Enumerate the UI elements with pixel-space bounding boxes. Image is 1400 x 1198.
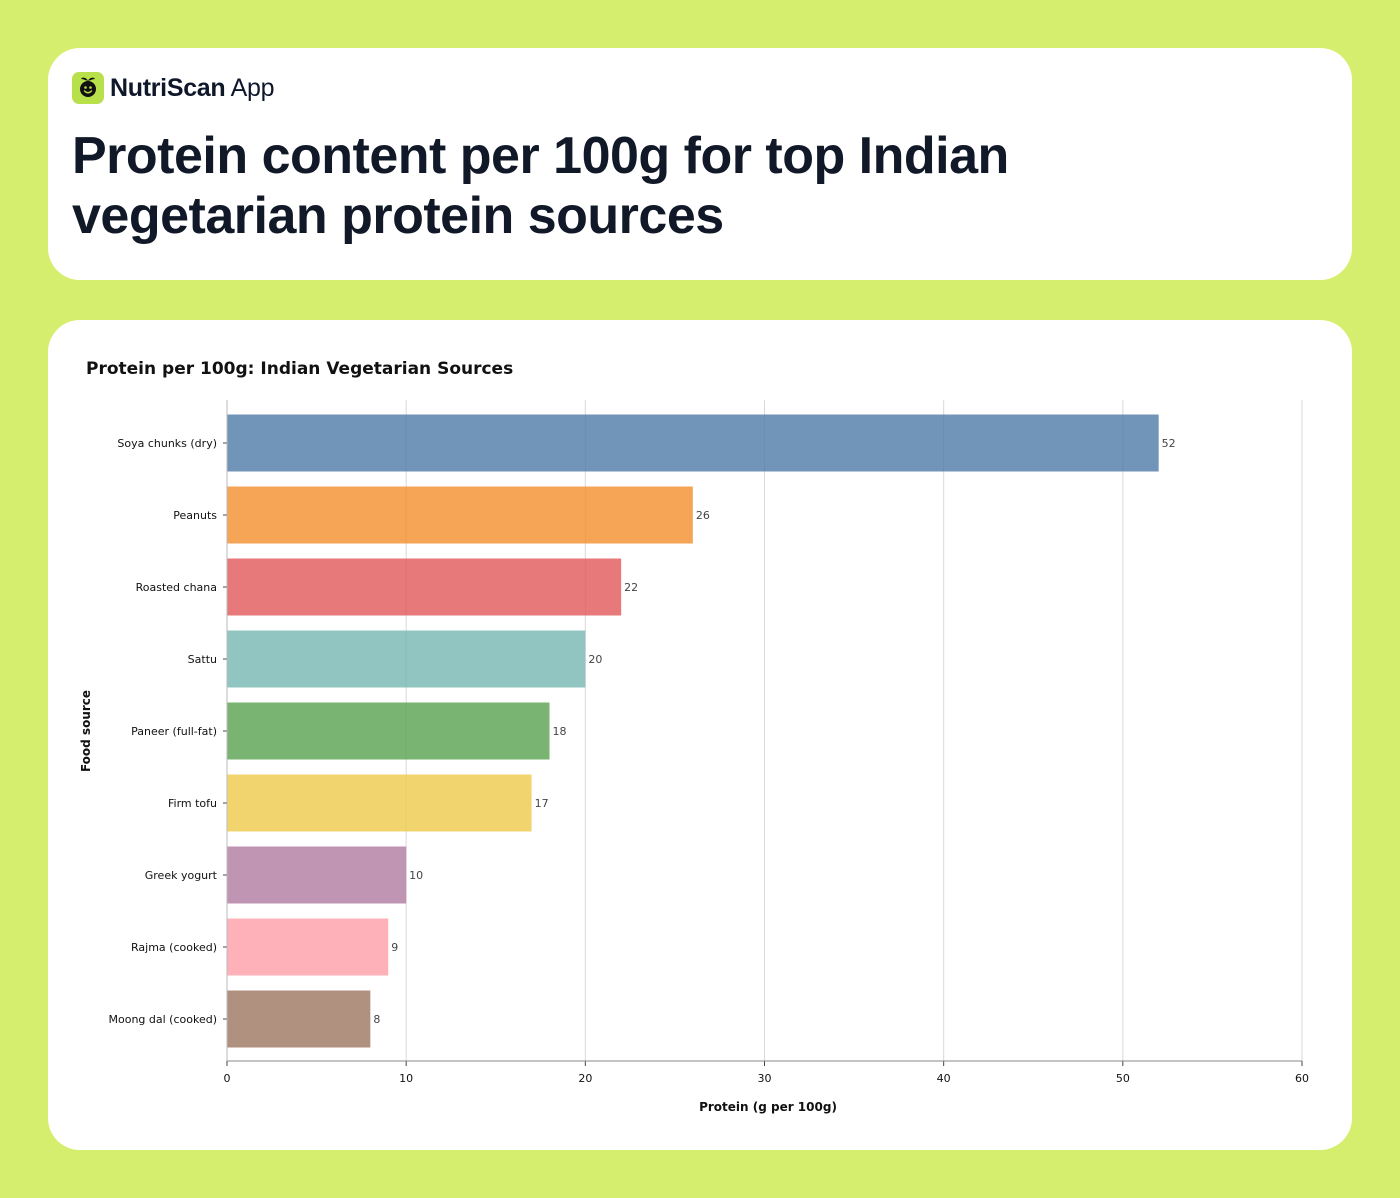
bar [227,774,532,832]
y-tick-label: Moong dal (cooked) [109,1013,218,1026]
x-tick-label: 50 [1116,1072,1130,1085]
y-axis-label: Food source [79,690,93,772]
y-tick-label: Roasted chana [136,581,217,594]
bar-value-label: 20 [588,653,602,666]
bar-value-label: 8 [373,1013,380,1026]
bar [227,558,622,616]
leaf-face-icon [72,72,104,104]
bar-value-label: 22 [624,581,638,594]
bar-value-label: 17 [535,797,549,810]
brand-name-light: App [230,73,275,102]
bar-value-label: 26 [696,509,710,522]
x-tick-label: 40 [937,1072,951,1085]
bar [227,414,1159,472]
chart-card: Protein per 100g: Indian Vegetarian Sour… [48,320,1352,1150]
y-tick-label: Peanuts [173,509,217,522]
y-tick-label: Soya chunks (dry) [117,437,217,450]
x-tick-label: 10 [399,1072,413,1085]
bar-chart: Protein per 100g: Indian Vegetarian Sour… [79,359,1309,1114]
header-card: NutriScan App Protein content per 100g f… [48,48,1352,280]
chart-title: Protein per 100g: Indian Vegetarian Sour… [86,359,513,379]
x-tick-label: 0 [224,1072,231,1085]
bar-value-label: 10 [409,869,423,882]
brand-name-bold: NutriScan [110,73,226,102]
brand-name: NutriScan App [110,73,275,103]
bar [227,990,371,1048]
brand: NutriScan App [72,72,275,104]
chart-bars: 52 26 22 20 18 17 10 9 8 [227,414,1176,1048]
bar-value-label: 52 [1162,437,1176,450]
bar-value-label: 9 [391,941,398,954]
x-tick-label: 60 [1295,1072,1309,1085]
page-title: Protein content per 100g for top Indian … [72,127,1009,245]
chart-axes: 0 10 20 30 40 50 60 Soya chunks (dry) Peanuts Roa… [109,400,1309,1085]
x-tick-label: 20 [578,1072,592,1085]
y-tick-label: Sattu [188,653,217,666]
bar [227,630,586,688]
bar [227,486,693,544]
bar [227,702,550,760]
y-tick-label: Firm tofu [168,797,217,810]
y-tick-label: Greek yogurt [145,869,218,882]
bar-value-label: 18 [553,725,567,738]
y-tick-label: Paneer (full-fat) [131,725,217,738]
x-tick-label: 30 [758,1072,772,1085]
bar [227,918,389,976]
x-axis-label: Protein (g per 100g) [699,1100,837,1114]
bar [227,846,407,904]
y-tick-label: Rajma (cooked) [131,941,217,954]
